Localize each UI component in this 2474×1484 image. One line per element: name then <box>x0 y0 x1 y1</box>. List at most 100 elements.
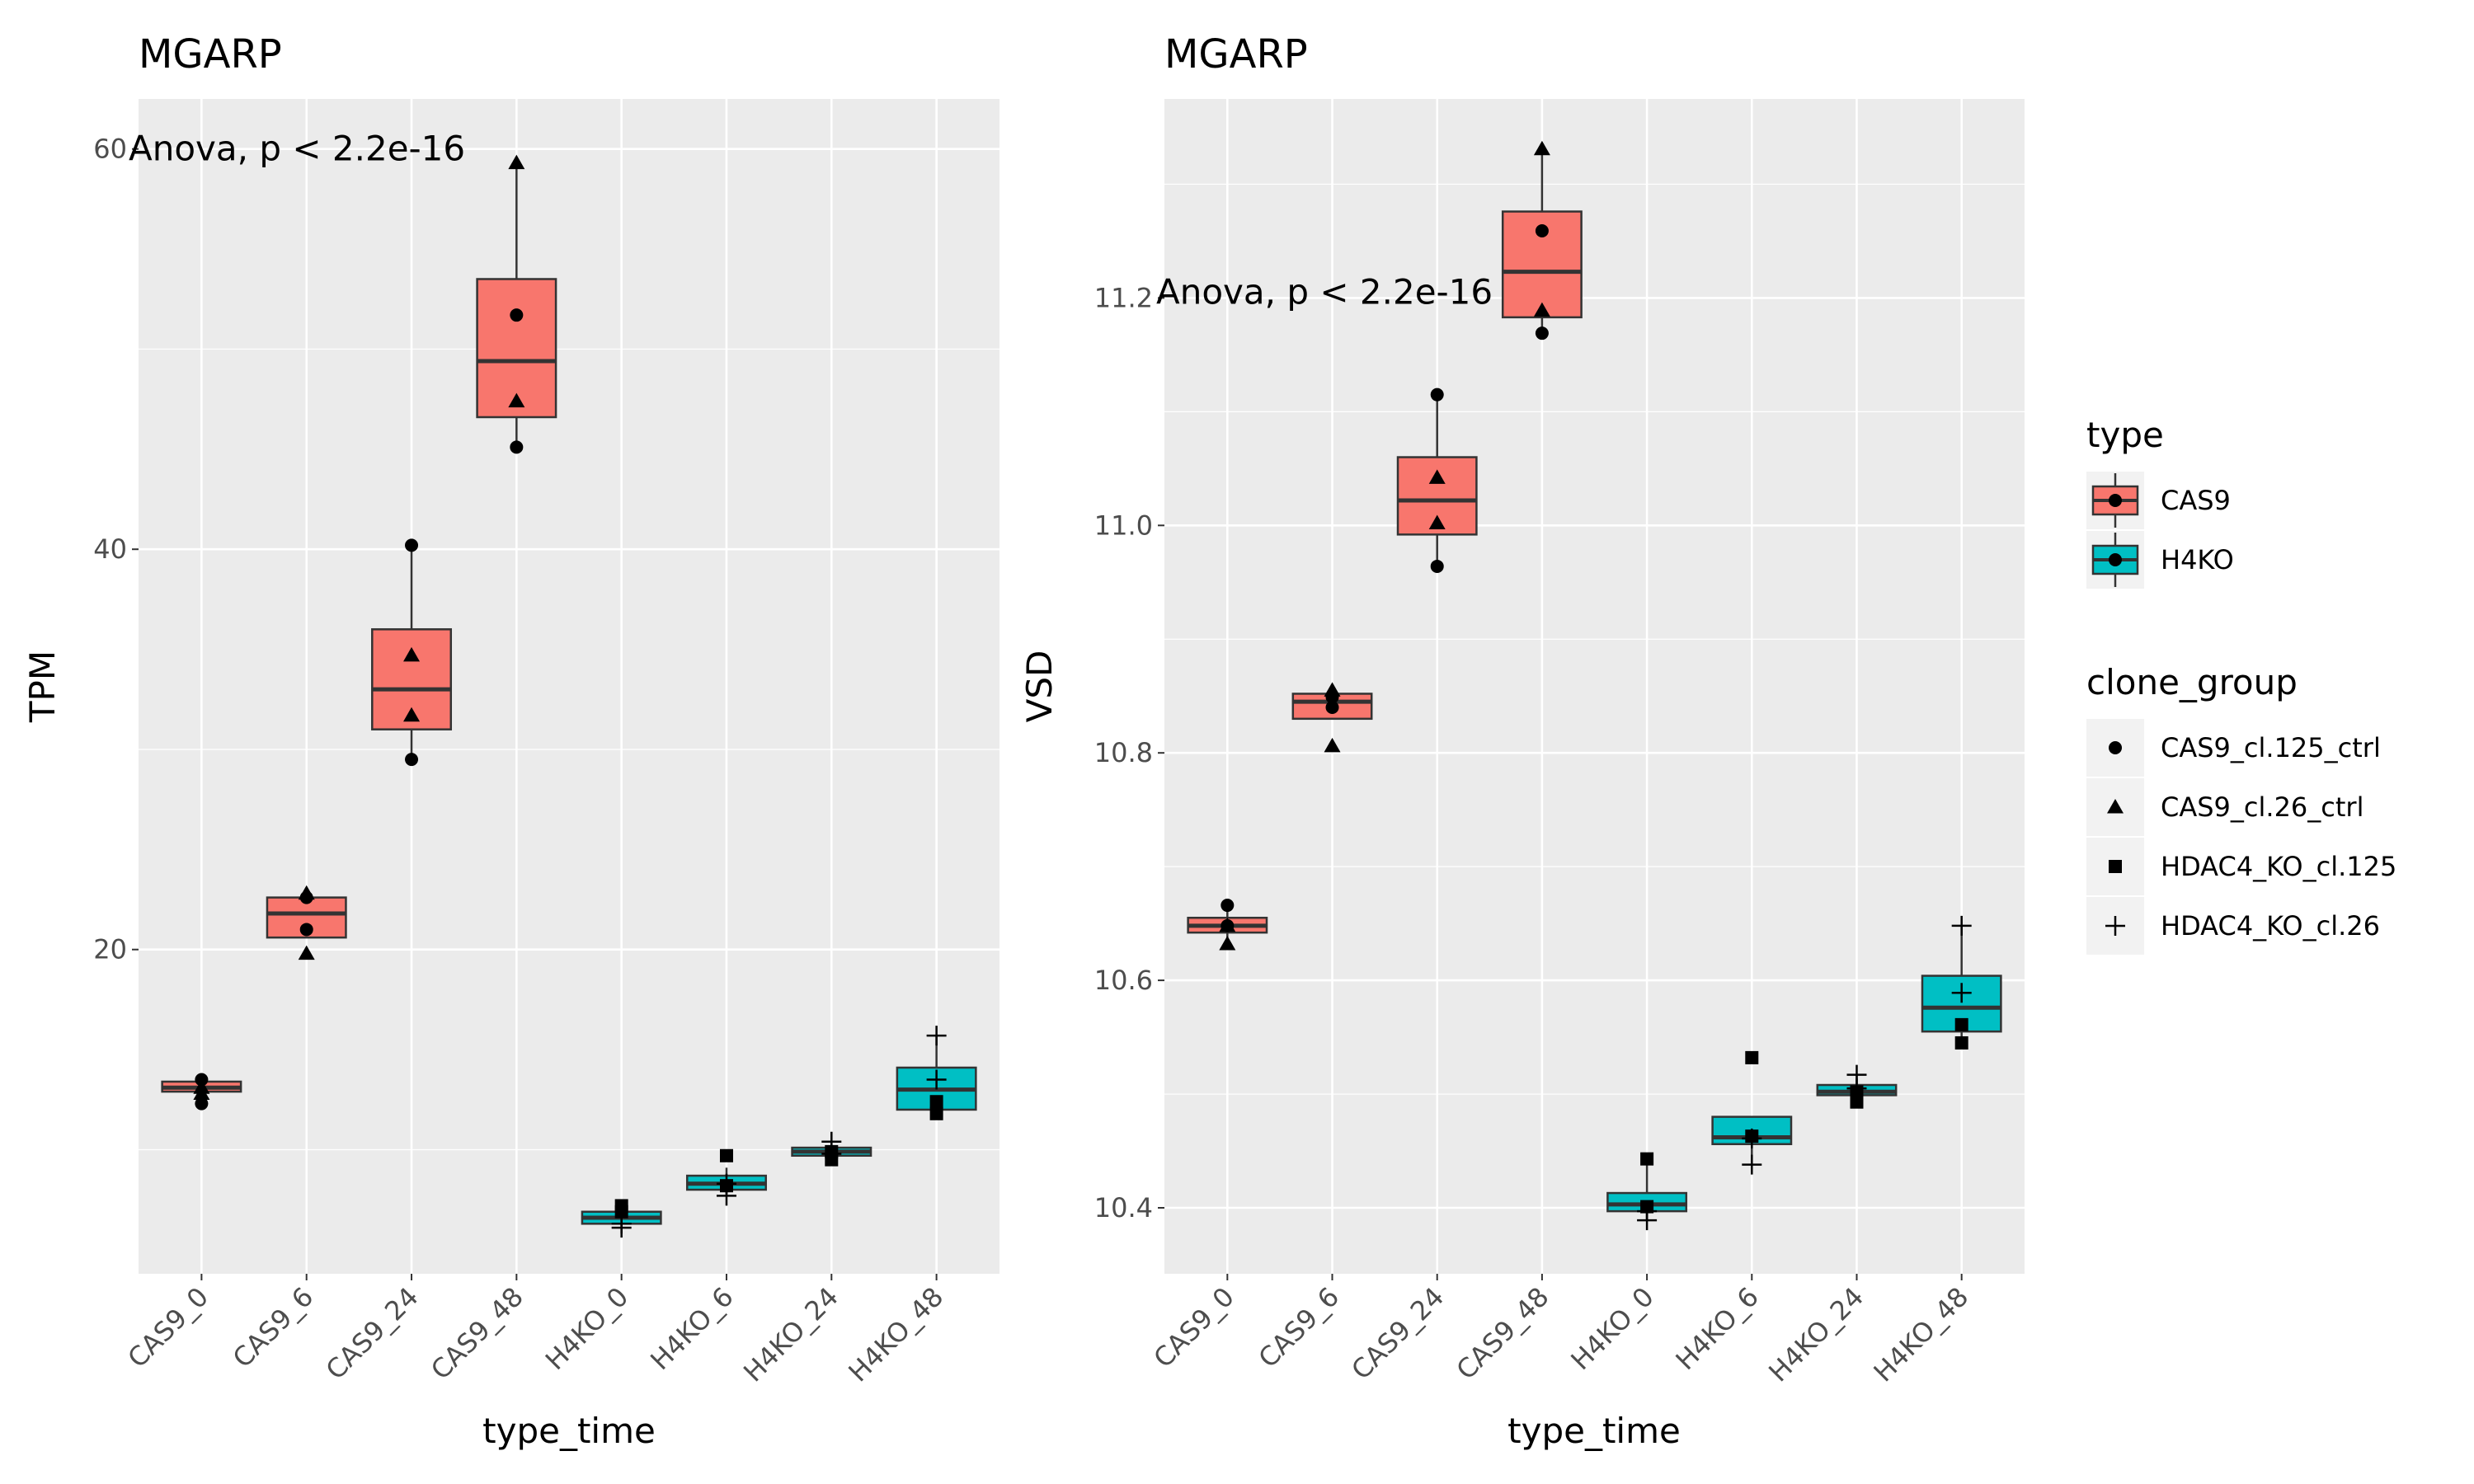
anova-annotation: Anova, p < 2.2e-16 <box>129 129 465 169</box>
legend-label: CAS9_cl.125_ctrl <box>2161 732 2381 763</box>
data-point <box>403 646 421 662</box>
x-tick-label: H4KO_6 <box>644 1281 739 1376</box>
data-point <box>1430 559 1444 573</box>
data-point <box>298 945 315 960</box>
legend-title-type: type <box>2086 415 2164 455</box>
x-tick-label: H4KO_48 <box>1868 1281 1975 1388</box>
data-point <box>1219 935 1236 951</box>
y-tick-label: 11.0 <box>1094 510 1153 541</box>
data-point <box>1324 682 1341 697</box>
data-point <box>926 1026 947 1046</box>
legend-key-point <box>2109 494 2122 507</box>
y-tick-label: 11.2 <box>1094 282 1153 313</box>
data-point <box>510 440 524 454</box>
legend-key-square-icon <box>2109 860 2122 873</box>
legend-key-plus-icon <box>2105 916 2125 936</box>
panel-title: MGARP <box>1164 31 1308 77</box>
legend-label: HDAC4_KO_cl.26 <box>2161 910 2380 942</box>
data-point <box>1742 1154 1762 1175</box>
x-tick-label: H4KO_24 <box>1762 1281 1870 1388</box>
y-tick-label: 10.6 <box>1094 965 1153 996</box>
data-point <box>929 1106 943 1120</box>
data-point <box>1428 514 1446 530</box>
data-point <box>298 885 315 900</box>
data-point <box>1535 224 1549 238</box>
plot-background <box>1164 99 2025 1274</box>
data-point <box>611 1218 632 1238</box>
x-axis-label: type_time <box>1507 1411 1681 1451</box>
y-tick-label: 40 <box>93 533 127 565</box>
data-point <box>193 1085 210 1101</box>
anova-annotation: Anova, p < 2.2e-16 <box>1156 271 1493 312</box>
data-point <box>510 308 524 322</box>
data-point <box>719 1148 733 1162</box>
data-point <box>1640 1152 1654 1166</box>
data-point <box>405 753 419 767</box>
chart-panel-2: 10.4 10.6 10.8 11.0 11.2 CAS9_0 CAS9_6 CAS9_24 C… <box>1019 31 2025 1451</box>
x-tick-label: CAS9_24 <box>1345 1281 1450 1386</box>
x-axis-label: type_time <box>482 1411 656 1451</box>
data-point <box>929 1095 943 1109</box>
data-point <box>1533 140 1550 156</box>
data-point <box>508 154 525 170</box>
y-tick-label: 60 <box>93 134 127 165</box>
data-point <box>1219 917 1236 932</box>
x-tick-label: CAS9_0 <box>1147 1281 1240 1374</box>
plot-background <box>139 99 999 1274</box>
data-point <box>1637 1210 1658 1231</box>
data-point <box>614 1205 628 1219</box>
data-point <box>1535 326 1549 340</box>
x-tick-label: H4KO_48 <box>842 1281 949 1388</box>
x-tick-label: CAS9_48 <box>1451 1281 1555 1386</box>
data-point <box>1850 1095 1864 1109</box>
legend-label: CAS9_cl.26_ctrl <box>2161 791 2363 823</box>
data-point <box>1951 983 1972 1003</box>
data-point <box>403 707 421 722</box>
data-point <box>1533 302 1550 317</box>
y-axis-label: TPM <box>22 650 63 723</box>
x-tick-label: CAS9_48 <box>425 1281 529 1386</box>
x-tick-label: H4KO_0 <box>1564 1281 1659 1376</box>
data-point <box>926 1069 947 1090</box>
data-point <box>1430 387 1444 402</box>
data-point <box>1954 1017 1968 1031</box>
x-tick-label: CAS9_6 <box>1253 1281 1346 1374</box>
legend-key-triangle-icon <box>2107 799 2124 814</box>
x-tick-label: H4KO_24 <box>737 1281 844 1388</box>
legend-key-h4ko <box>2086 531 2144 589</box>
data-point <box>195 1097 209 1111</box>
legend-key-point <box>2109 553 2122 566</box>
legend-label: H4KO <box>2161 544 2234 575</box>
legend: type CAS9 H4KO clone_group CAS9_cl.125_ctrl C… <box>2086 415 2396 955</box>
legend-title-clone-group: clone_group <box>2086 662 2298 702</box>
data-point <box>405 538 419 552</box>
data-point <box>1221 899 1235 913</box>
legend-label: CAS9 <box>2161 485 2231 516</box>
data-point <box>508 392 525 408</box>
data-point <box>1846 1078 1867 1099</box>
legend-key-cas9 <box>2086 472 2144 529</box>
y-tick-label: 20 <box>93 934 127 965</box>
y-tick-label: 10.4 <box>1094 1192 1153 1223</box>
data-point <box>299 923 313 937</box>
legend-label: HDAC4_KO_cl.125 <box>2161 851 2396 882</box>
data-point <box>1428 469 1446 484</box>
data-point <box>821 1144 842 1164</box>
x-tick-label: H4KO_6 <box>1670 1281 1765 1376</box>
data-point <box>716 1186 736 1206</box>
panel-title: MGARP <box>139 31 282 77</box>
data-point <box>1954 1036 1968 1050</box>
y-axis-label: VSD <box>1019 650 1060 723</box>
x-tick-label: CAS9_24 <box>320 1281 425 1386</box>
legend-key-circle-icon <box>2109 741 2122 754</box>
data-point <box>1951 915 1972 936</box>
x-tick-label: H4KO_0 <box>539 1281 634 1376</box>
data-point <box>1325 701 1339 715</box>
data-point <box>1745 1050 1759 1064</box>
data-point <box>1742 1128 1762 1148</box>
x-tick-label: CAS9_0 <box>121 1281 214 1374</box>
data-point <box>1324 737 1341 753</box>
y-tick-label: 10.8 <box>1094 737 1153 768</box>
